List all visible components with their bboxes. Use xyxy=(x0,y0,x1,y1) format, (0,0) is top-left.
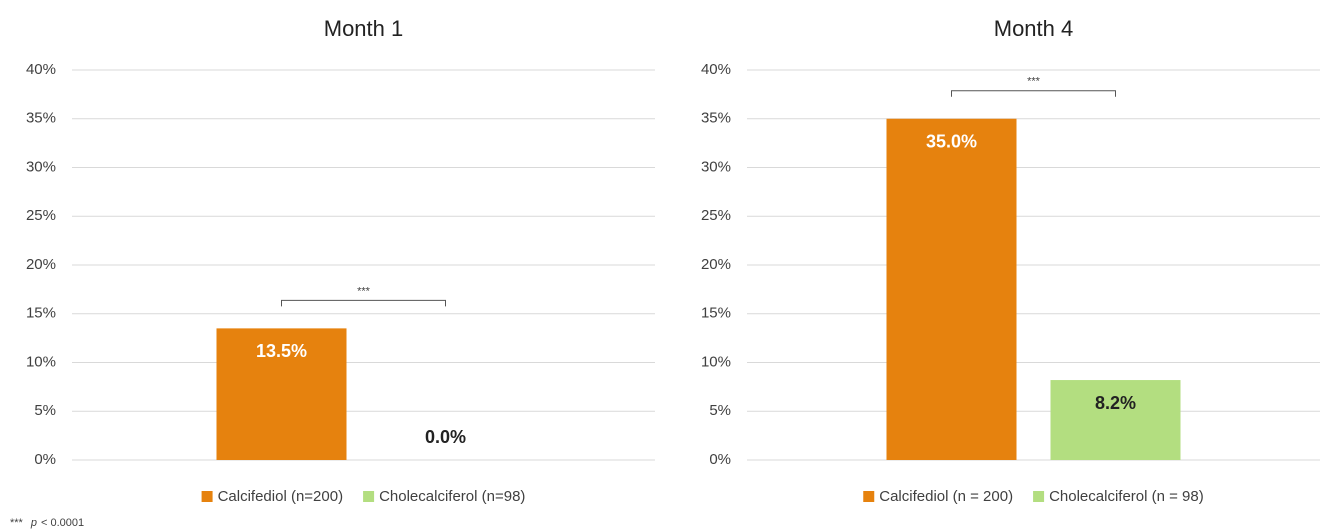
chart-title: Month 4 xyxy=(994,16,1074,41)
value-label: 0.0% xyxy=(425,427,466,447)
footnote-stars: *** xyxy=(10,517,24,529)
y-tick-label: 10% xyxy=(701,353,731,370)
y-tick-label: 40% xyxy=(701,61,731,78)
legend-label: Cholecalciferol (n=98) xyxy=(379,488,525,505)
y-tick-label: 5% xyxy=(34,402,56,419)
y-tick-label: 20% xyxy=(701,256,731,273)
y-tick-label: 35% xyxy=(701,110,731,127)
legend-label: Calcifediol (n = 200) xyxy=(879,488,1013,505)
chart-title: Month 1 xyxy=(324,16,404,41)
legend-swatch xyxy=(1033,491,1045,502)
y-tick-label: 5% xyxy=(709,402,731,419)
legend-label: Cholecalciferol (n = 98) xyxy=(1049,488,1204,505)
legend-swatch xyxy=(863,491,875,502)
y-tick-label: 0% xyxy=(34,451,56,468)
y-tick-label: 25% xyxy=(701,207,731,224)
value-label: 35.0% xyxy=(926,132,977,152)
y-tick-label: 30% xyxy=(701,158,731,175)
legend-swatch xyxy=(363,491,375,502)
legend-label: Calcifediol (n=200) xyxy=(218,488,344,505)
significance-label: *** xyxy=(357,285,371,297)
y-tick-label: 10% xyxy=(26,353,56,370)
y-tick-label: 15% xyxy=(26,305,56,322)
footnote-condition: < 0.0001 xyxy=(41,517,84,529)
y-tick-label: 40% xyxy=(26,61,56,78)
significance-bracket xyxy=(951,90,1116,97)
footnote: *** p < 0.0001 xyxy=(10,517,84,529)
y-tick-label: 35% xyxy=(26,110,56,127)
bar xyxy=(1050,380,1181,460)
value-label: 8.2% xyxy=(1095,393,1136,413)
footnote-p: p xyxy=(30,517,37,529)
bar xyxy=(216,328,347,460)
significance-label: *** xyxy=(1027,76,1041,88)
y-tick-label: 25% xyxy=(26,207,56,224)
legend-swatch xyxy=(201,491,213,502)
value-label: 13.5% xyxy=(256,341,307,361)
y-tick-label: 15% xyxy=(701,305,731,322)
y-tick-label: 20% xyxy=(26,256,56,273)
significance-bracket xyxy=(281,299,446,307)
y-tick-label: 0% xyxy=(709,451,731,468)
bar xyxy=(886,118,1017,460)
y-tick-label: 30% xyxy=(26,158,56,175)
